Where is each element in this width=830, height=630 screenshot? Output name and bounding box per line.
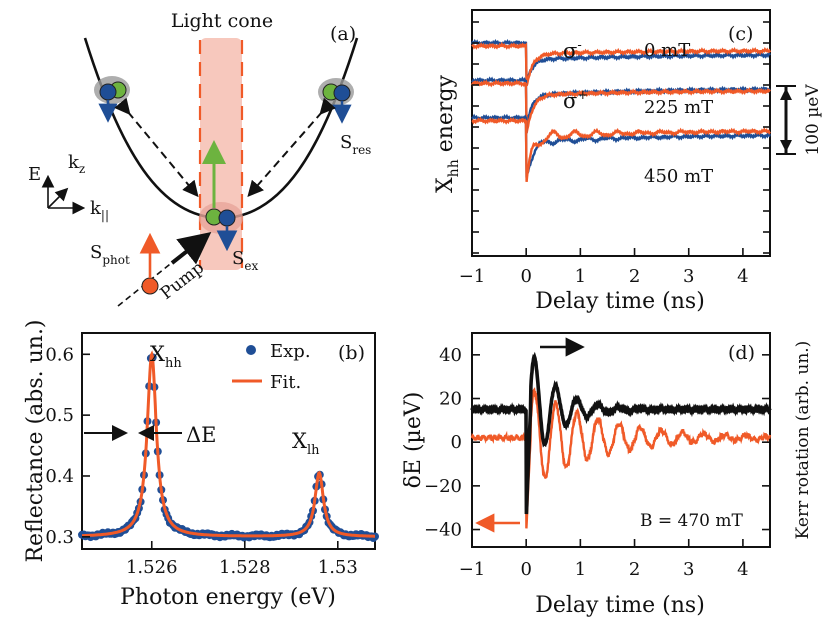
panel-b-tag: (b) <box>338 342 365 364</box>
linewidth-label: ΔE <box>186 423 217 447</box>
y-tick-label: 20 <box>439 389 462 410</box>
x-tick-label: 3 <box>683 266 694 287</box>
field-225mt-label: 225 mT <box>644 97 713 118</box>
x-tick-label: 4 <box>737 266 748 287</box>
panel-d-ylabel: δE (µeV) <box>401 392 426 489</box>
x-tick-label: 1 <box>575 266 586 287</box>
x-tick-label: 1 <box>575 559 586 580</box>
kerr-rotation-line <box>470 351 772 515</box>
x-tick-label: 0 <box>520 266 531 287</box>
y-tick-label: −40 <box>424 520 462 541</box>
legend-exp-label: Exp. <box>270 341 311 362</box>
pump-label: Pump <box>157 258 208 304</box>
panel-a-tag: (a) <box>330 23 356 45</box>
panel-c-ylabel: Xhh energy <box>433 74 462 193</box>
legend-exp-marker <box>246 345 256 355</box>
panel-a: Light cone (a) E kz k|| Pump Sphot <box>28 10 371 307</box>
x-tick-label: 1.528 <box>219 557 271 578</box>
x-tick-label: 0 <box>520 559 531 580</box>
sigma-plus-label: σ+ <box>563 88 588 113</box>
sigma-minus-label: σ- <box>563 38 582 63</box>
field-0mt-label: 0 mT <box>644 40 690 61</box>
s-phot-label: Sphot <box>90 242 130 267</box>
s-res-label: Sres <box>340 132 371 157</box>
y-tick-label: 40 <box>439 345 462 366</box>
x-tick-label: 2 <box>629 559 640 580</box>
energy-trace-sigma-minus <box>471 113 772 178</box>
x-tick-label: 1.53 <box>318 557 358 578</box>
hole-icon <box>99 83 117 101</box>
photon-icon <box>141 277 159 295</box>
panel-b-ylabel: Reflectance (abs. un.) <box>23 319 48 562</box>
axes-icon <box>41 174 86 215</box>
y-tick-label: 0.5 <box>45 405 74 426</box>
field-450mt-label: 450 mT <box>644 166 713 187</box>
field-label: B = 470 mT <box>640 511 744 531</box>
scattering-arrow-left-icon <box>114 97 199 198</box>
y-tick-label: 0.3 <box>45 527 74 548</box>
s-ex-label: Sex <box>232 248 258 273</box>
x-tick-label: 4 <box>737 559 748 580</box>
pump-arrow-icon <box>170 232 212 265</box>
scale-arrow-up-icon <box>780 88 792 100</box>
delta-e-line <box>470 387 772 529</box>
y-tick-label: 0.4 <box>45 466 74 487</box>
scale-arrow-down-icon <box>780 140 792 152</box>
kz-axis-label: kz <box>68 152 85 176</box>
energy-axis-label: E <box>28 164 41 185</box>
panel-b-data <box>78 350 379 542</box>
xhh-label: Xhh <box>150 342 182 371</box>
legend-fit-label: Fit. <box>270 372 301 393</box>
hole-icon <box>218 209 236 227</box>
x-tick-label: 2 <box>629 266 640 287</box>
panel-d-ticks: −1 0 1 2 3 4 −40 −20 0 20 40 <box>424 345 770 580</box>
panel-b-frame <box>81 332 376 550</box>
xlh-label: Xlh <box>292 429 320 458</box>
x-tick-label: −1 <box>459 559 486 580</box>
panel-c-xlabel: Delay time (ns) <box>535 289 705 314</box>
y-tick-label: 0.6 <box>45 344 74 365</box>
light-cone-label: Light cone <box>171 10 273 32</box>
x-tick-label: −1 <box>459 266 486 287</box>
energy-trace-sigma-plus <box>471 116 771 183</box>
x-tick-label: 1.526 <box>126 557 178 578</box>
energy-trace-sigma-plus <box>471 79 771 134</box>
panel-d: −1 0 1 2 3 4 −40 −20 0 20 40 (d) Delay time (ns) δ… <box>401 332 813 618</box>
panel-d-frame <box>471 332 771 548</box>
fit-line <box>82 350 375 538</box>
y-tick-label: −20 <box>424 476 462 497</box>
light-cone-region <box>200 38 242 270</box>
panel-b: 1.526 1.528 1.53 0.3 0.4 0.5 0.6 (b) Photon en… <box>23 319 379 610</box>
energy-trace-sigma-minus <box>470 38 772 83</box>
panel-c-ticks: −1 0 1 2 3 4 <box>459 21 770 287</box>
panel-b-ticks: 1.526 1.528 1.53 0.3 0.4 0.5 0.6 <box>45 344 357 578</box>
panel-d-data <box>470 351 772 529</box>
panel-d-xlabel: Delay time (ns) <box>535 593 705 618</box>
energy-trace-sigma-plus <box>471 41 772 87</box>
panel-b-xlabel: Photon energy (eV) <box>120 585 336 610</box>
panel-d-y2label: Kerr rotation (arb. un.) <box>793 341 813 540</box>
kpar-axis-label: k|| <box>90 198 109 222</box>
panel-c-tag: (c) <box>728 23 753 45</box>
scale-bar-label: 100 µeV <box>803 84 823 156</box>
y-tick-label: 0 <box>451 432 462 453</box>
x-tick-label: 3 <box>683 559 694 580</box>
panel-c: −1 0 1 2 3 4 (c) Delay time (ns) Xhh energy σ… <box>433 9 823 314</box>
hole-icon <box>333 84 351 102</box>
panel-d-tag: (d) <box>728 342 755 364</box>
panel-c-data <box>470 38 772 183</box>
scattering-arrow-right-icon <box>247 97 336 198</box>
